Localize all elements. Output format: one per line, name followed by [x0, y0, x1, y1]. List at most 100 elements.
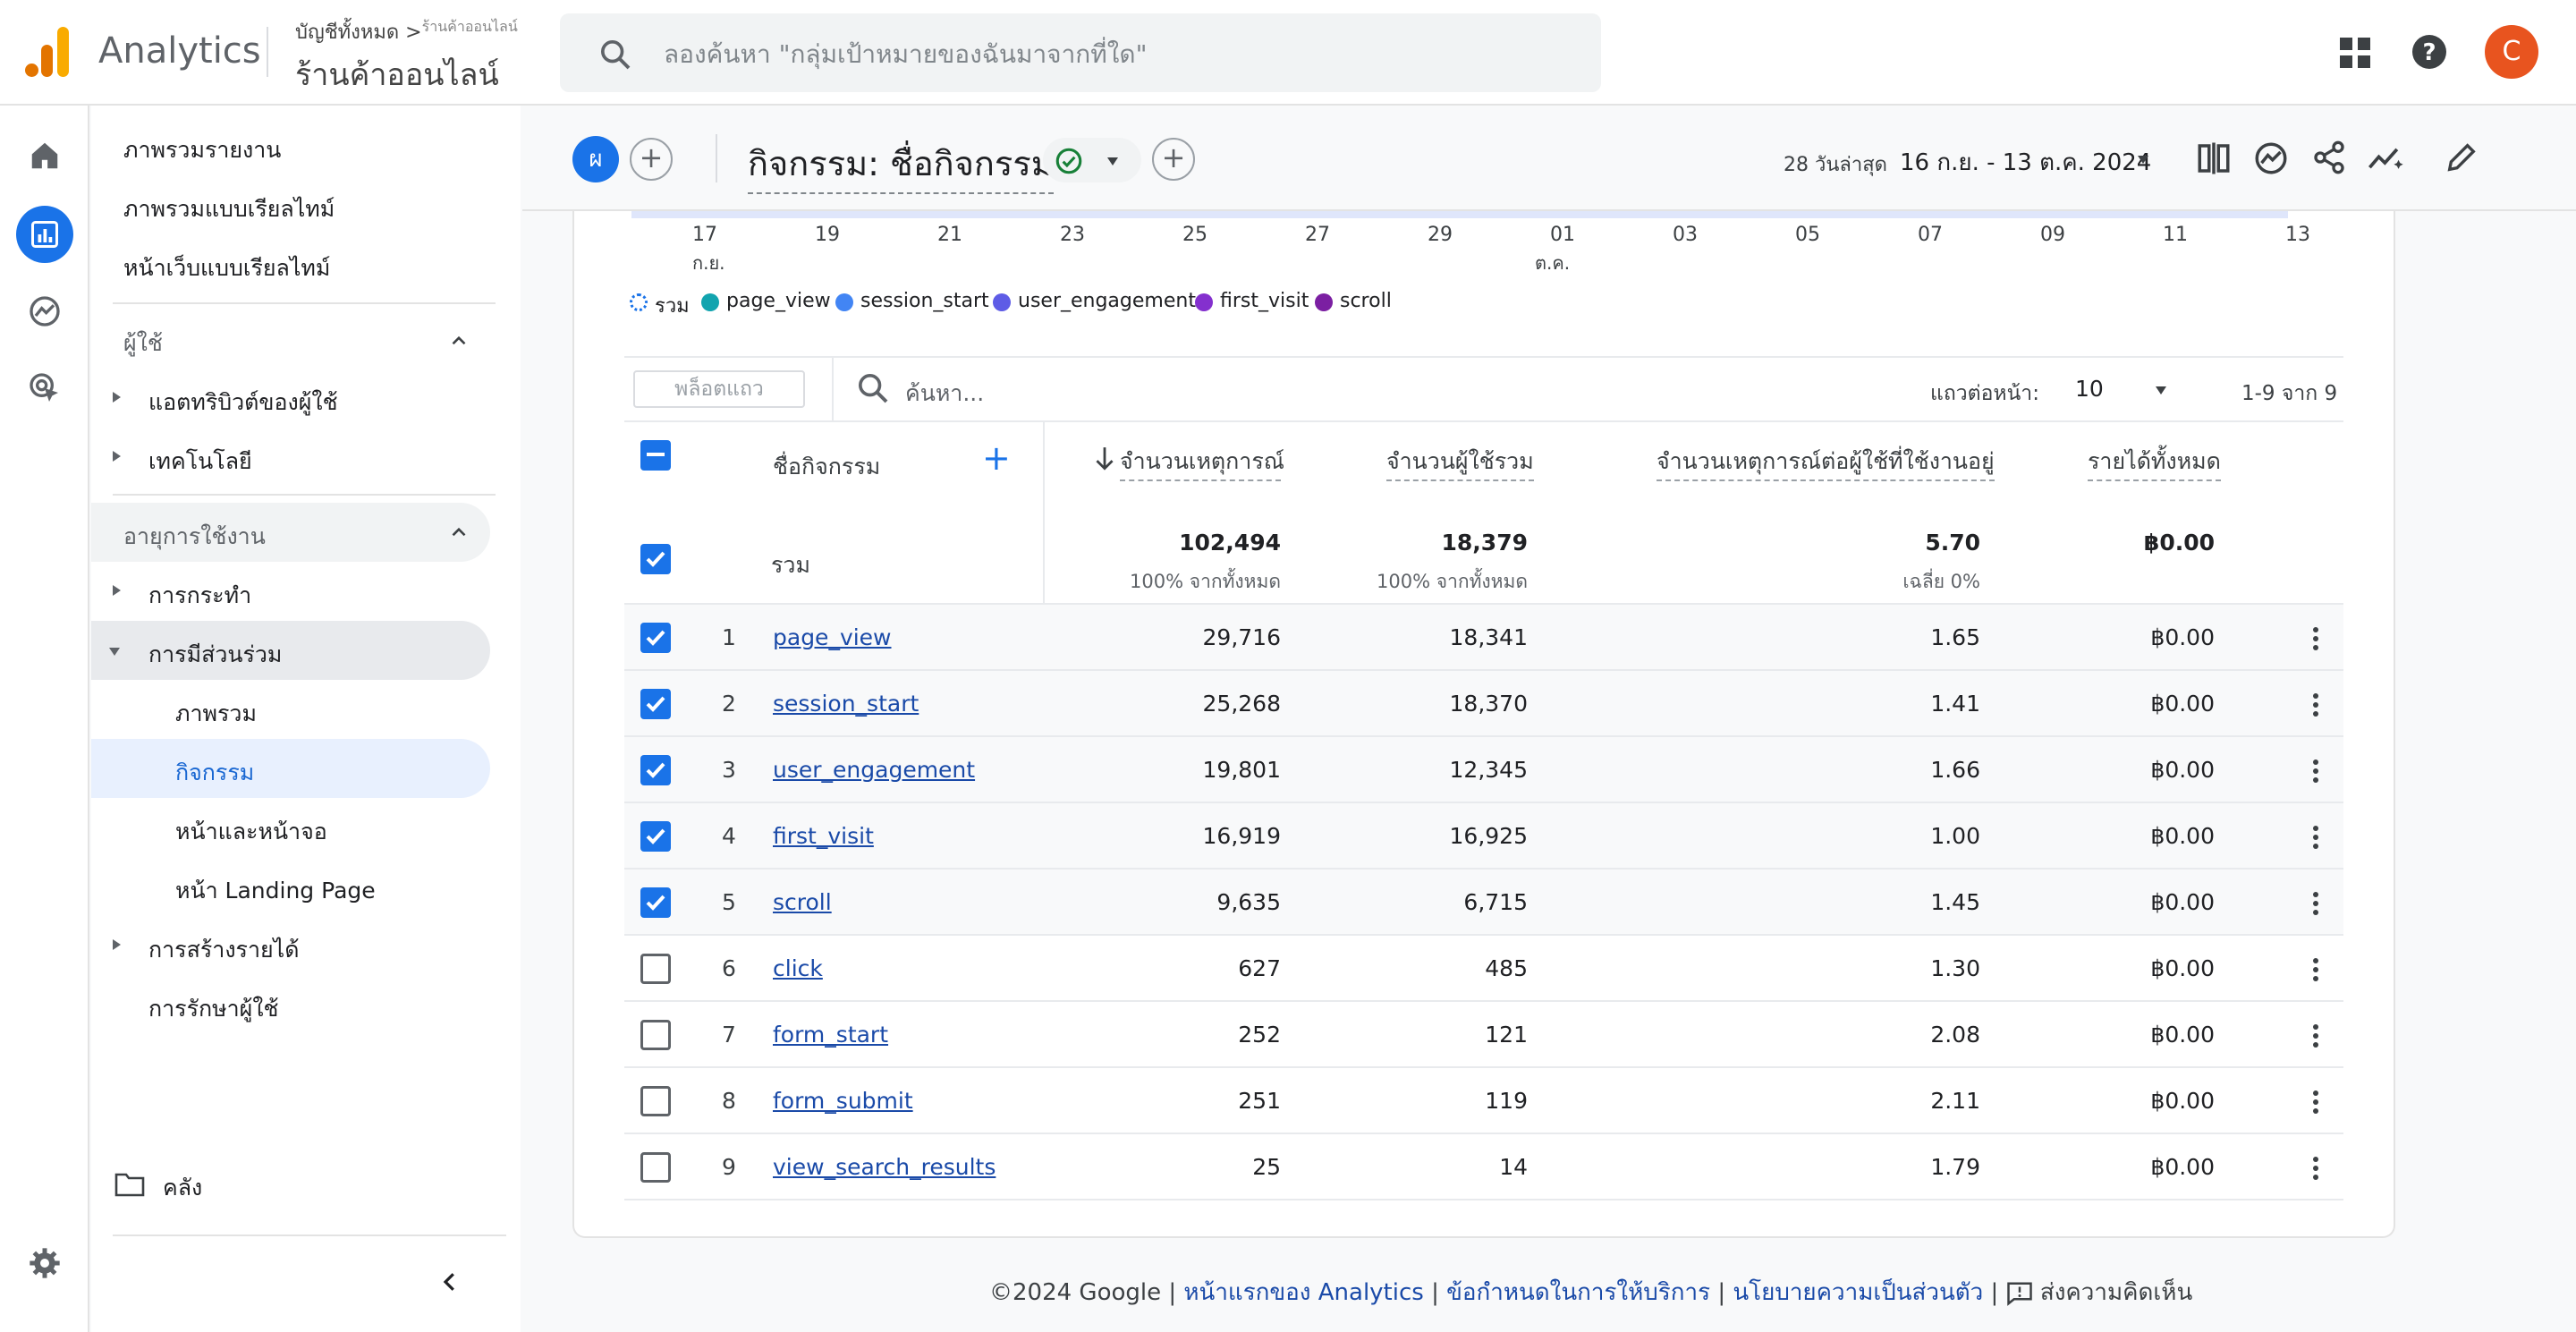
trend-sparkle-icon[interactable]	[2367, 140, 2406, 177]
footer-feedback[interactable]: ส่งความคิดเห็น	[2039, 1279, 2193, 1306]
reports-icon[interactable]	[16, 206, 73, 263]
nav-user-attributes[interactable]: แอตทริบิวต์ของผู้ใช้	[148, 389, 338, 415]
share-icon[interactable]	[2311, 140, 2347, 175]
analytics-logo-icon[interactable]	[25, 27, 70, 77]
row-more-kebab-icon[interactable]	[2313, 693, 2318, 720]
table-row[interactable]: 3 user_engagement 19,801 12,345 1.66 ฿0.00	[624, 737, 2343, 803]
expand-arrow-icon[interactable]	[113, 392, 121, 403]
expand-arrow-icon[interactable]	[113, 451, 121, 462]
nav-realtime-pages[interactable]: หน้าเว็บแบบเรียลไทม์	[123, 255, 331, 281]
event-name-link[interactable]: scroll	[773, 889, 832, 915]
event-name-link[interactable]: first_visit	[773, 823, 874, 849]
row-checkbox[interactable]	[640, 1086, 671, 1116]
col-header-users[interactable]: จำนวนผู้ใช้รวม	[1386, 444, 1534, 481]
chevron-up-icon[interactable]	[447, 521, 470, 544]
collapse-arrow-icon[interactable]	[109, 648, 120, 656]
date-dropdown-icon[interactable]	[2138, 156, 2148, 164]
collapse-nav-chevron-icon[interactable]	[436, 1268, 463, 1295]
footer-link-terms[interactable]: ข้อกำหนดในการให้บริการ	[1446, 1279, 1711, 1306]
nav-engagement[interactable]: การมีส่วนร่วม	[148, 641, 283, 667]
nav-monetization[interactable]: การสร้างรายได้	[148, 937, 300, 963]
nav-library[interactable]: คลัง	[163, 1175, 203, 1200]
advertising-icon[interactable]	[16, 360, 73, 417]
page-title[interactable]: กิจกรรม: ชื่อกิจกรรม	[748, 136, 1054, 194]
event-name-link[interactable]: view_search_results	[773, 1154, 996, 1180]
nav-landing-page[interactable]: หน้า Landing Page	[175, 878, 376, 904]
row-more-kebab-icon[interactable]	[2313, 759, 2318, 786]
legend-item[interactable]: page_view	[726, 290, 831, 312]
expand-arrow-icon[interactable]	[113, 939, 121, 950]
home-icon[interactable]	[16, 127, 73, 184]
legend-item[interactable]: รวม	[655, 295, 690, 318]
legend-item[interactable]: session_start	[860, 290, 989, 312]
row-checkbox[interactable]	[640, 1152, 671, 1183]
row-more-kebab-icon[interactable]	[2313, 627, 2318, 654]
nav-realtime-overview[interactable]: ภาพรวมแบบเรียลไทม์	[123, 196, 335, 222]
account-breadcrumb[interactable]: บัญชีทั้งหมด >ร้านค้าออนไลน์	[295, 18, 518, 44]
col-header-per-user[interactable]: จำนวนเหตุการณ์ต่อผู้ใช้ที่ใช้งานอยู่	[1657, 444, 1995, 481]
row-checkbox[interactable]	[640, 755, 671, 785]
nav-pages-screens[interactable]: หน้าและหน้าจอ	[175, 819, 327, 844]
table-row[interactable]: 7 form_start 252 121 2.08 ฿0.00	[624, 1002, 2343, 1068]
nav-events[interactable]: กิจกรรม	[175, 759, 255, 785]
explore-icon[interactable]	[16, 283, 73, 340]
footer-link-home[interactable]: หน้าแรกของ Analytics	[1183, 1279, 1424, 1306]
table-row[interactable]: 4 first_visit 16,919 16,925 1.00 ฿0.00	[624, 803, 2343, 870]
row-more-kebab-icon[interactable]	[2313, 1090, 2318, 1117]
row-more-kebab-icon[interactable]	[2313, 1024, 2318, 1051]
comparison-segment-badge[interactable]: ผ	[572, 136, 619, 182]
nav-tech[interactable]: เทคโนโลยี	[148, 448, 252, 474]
row-checkbox[interactable]	[640, 821, 671, 852]
nav-retention[interactable]: การรักษาผู้ใช้	[148, 996, 279, 1022]
row-more-kebab-icon[interactable]	[2313, 1157, 2318, 1184]
col-header-events[interactable]: จำนวนเหตุการณ์	[1120, 444, 1284, 481]
event-name-link[interactable]: page_view	[773, 624, 892, 650]
rows-per-page-select[interactable]: 10	[2075, 376, 2104, 402]
event-name-link[interactable]: session_start	[773, 691, 919, 717]
plot-rows-button[interactable]: พล็อตแถว	[633, 370, 805, 408]
row-more-kebab-icon[interactable]	[2313, 826, 2318, 853]
add-comparison-button[interactable]: +	[630, 138, 673, 181]
table-row[interactable]: 6 click 627 485 1.30 ฿0.00	[624, 936, 2343, 1002]
date-range-label[interactable]: 28 วันล่าสุด	[1784, 154, 1887, 176]
total-checkbox[interactable]	[640, 544, 671, 574]
row-checkbox[interactable]	[640, 1020, 671, 1050]
legend-item[interactable]: first_visit	[1220, 290, 1309, 312]
nav-section-user[interactable]: ผู้ใช้	[123, 330, 163, 356]
select-all-checkbox[interactable]	[640, 440, 671, 471]
table-search-input[interactable]: ค้นหา...	[905, 380, 985, 406]
nav-engagement-overview[interactable]: ภาพรวม	[175, 700, 257, 726]
insights-chart-icon[interactable]	[2252, 140, 2290, 177]
row-more-kebab-icon[interactable]	[2313, 892, 2318, 919]
event-name-link[interactable]: click	[773, 955, 823, 981]
compare-columns-icon[interactable]	[2195, 140, 2233, 177]
event-name-link[interactable]: user_engagement	[773, 757, 976, 783]
expand-arrow-icon[interactable]	[113, 585, 121, 596]
nav-acquisition[interactable]: การกระทำ	[148, 582, 252, 608]
apps-grid-icon[interactable]	[2338, 36, 2372, 70]
sort-down-arrow-icon[interactable]	[1093, 445, 1116, 472]
legend-item[interactable]: scroll	[1340, 290, 1392, 312]
col-header-name[interactable]: ชื่อกิจกรรม	[773, 454, 881, 479]
add-report-button[interactable]: +	[1152, 138, 1195, 181]
edit-pencil-icon[interactable]	[2444, 140, 2479, 175]
report-status-chip[interactable]	[1043, 138, 1141, 182]
settings-gear-icon[interactable]	[16, 1234, 73, 1292]
chevron-down-icon[interactable]	[2156, 386, 2166, 395]
table-row[interactable]: 8 form_submit 251 119 2.11 ฿0.00	[624, 1068, 2343, 1134]
event-name-link[interactable]: form_start	[773, 1022, 889, 1048]
chevron-up-icon[interactable]	[447, 329, 470, 352]
search-bar[interactable]: ลองค้นหา "กลุ่มเป้าหมายของฉันมาจากที่ใด"	[560, 13, 1601, 92]
nav-section-lifecycle[interactable]: อายุการใช้งาน	[123, 523, 266, 549]
table-row[interactable]: 5 scroll 9,635 6,715 1.45 ฿0.00	[624, 870, 2343, 936]
row-checkbox[interactable]	[640, 954, 671, 984]
footer-link-privacy[interactable]: นโยบายความเป็นส่วนตัว	[1733, 1279, 1984, 1306]
nav-reports-snapshot[interactable]: ภาพรวมรายงาน	[123, 137, 282, 163]
table-row[interactable]: 1 page_view 29,716 18,341 1.65 ฿0.00	[624, 605, 2343, 671]
add-dimension-plus-icon[interactable]: +	[982, 438, 1011, 478]
property-name[interactable]: ร้านค้าออนไลน์	[295, 57, 499, 86]
table-row[interactable]: 2 session_start 25,268 18,370 1.41 ฿0.00	[624, 671, 2343, 737]
feedback-icon[interactable]	[2006, 1281, 2033, 1306]
row-checkbox[interactable]	[640, 623, 671, 653]
date-range-value[interactable]: 16 ก.ย. - 13 ต.ค. 2024	[1900, 149, 2152, 176]
